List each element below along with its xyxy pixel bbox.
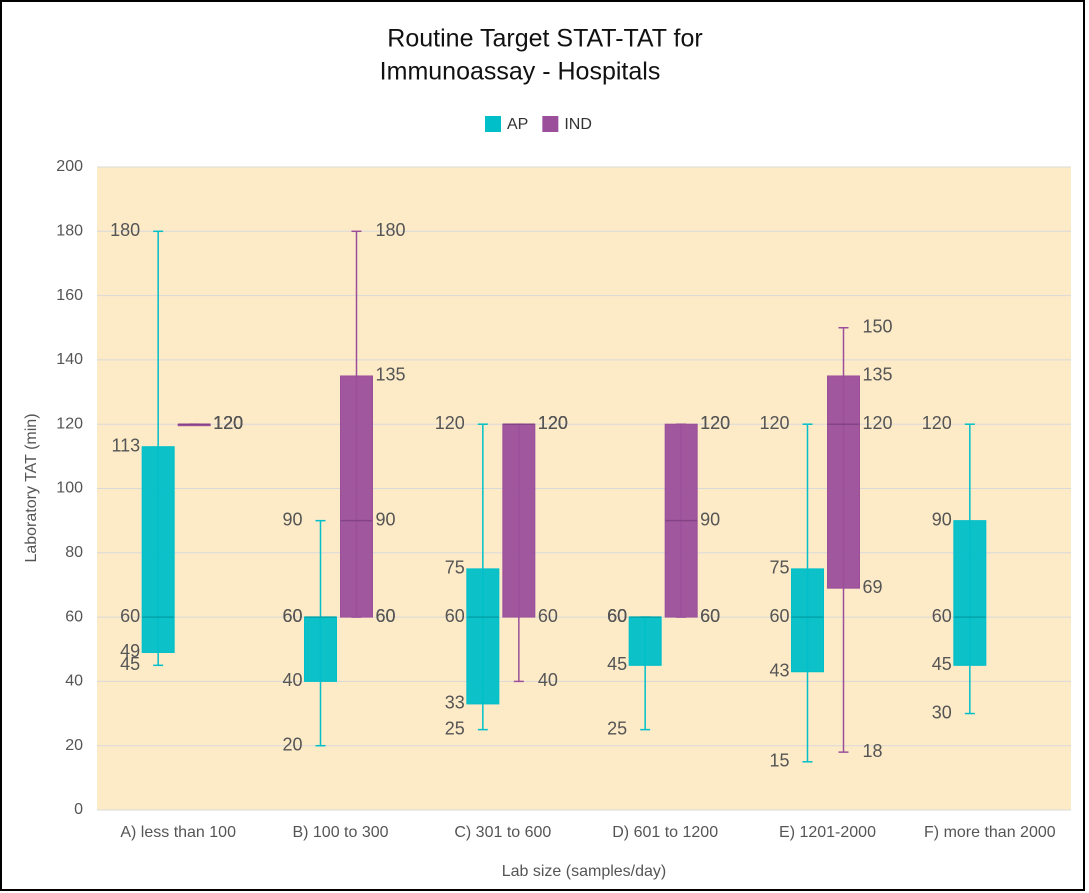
data-label: 180 — [376, 220, 406, 240]
legend-label: IND — [564, 116, 592, 133]
box — [953, 520, 987, 666]
data-label: 120 — [538, 413, 568, 433]
chart-title: Immunoassay - Hospitals — [380, 58, 661, 86]
data-label: 120 — [213, 413, 243, 433]
data-label: 60 — [607, 606, 627, 626]
y-tick-label: 160 — [56, 287, 83, 304]
x-tick-label: A) less than 100 — [120, 824, 236, 841]
data-label: 60 — [700, 606, 720, 626]
data-label: 25 — [607, 718, 627, 738]
data-label: 45 — [607, 654, 627, 674]
data-label: 120 — [435, 413, 465, 433]
data-label: 15 — [769, 751, 789, 771]
data-label: 135 — [863, 365, 893, 385]
data-label: 75 — [769, 558, 789, 578]
box — [304, 616, 337, 682]
chart-title: Routine Target STAT-TAT for — [387, 25, 702, 53]
data-label: 120 — [213, 413, 243, 433]
data-label: 90 — [932, 509, 952, 529]
data-label: 40 — [282, 670, 302, 690]
legend-swatch — [485, 116, 501, 132]
data-label: 120 — [922, 413, 952, 433]
y-tick-label: 200 — [56, 158, 83, 175]
data-label: 60 — [607, 606, 627, 626]
y-tick-label: 0 — [74, 801, 83, 818]
data-label: 18 — [863, 741, 883, 761]
data-label: 113 — [111, 435, 140, 455]
y-tick-label: 140 — [56, 351, 83, 368]
data-label: 120 — [538, 413, 568, 433]
box — [466, 568, 500, 705]
data-label: 49 — [120, 641, 140, 661]
y-tick-label: 100 — [56, 480, 83, 497]
box — [340, 375, 373, 618]
data-label: 120 — [213, 413, 243, 433]
data-label: 60 — [282, 606, 302, 626]
x-tick-label: E) 1201-2000 — [779, 824, 876, 841]
box — [791, 568, 824, 673]
legend-label: AP — [507, 116, 528, 133]
data-label: 120 — [213, 413, 243, 433]
data-label: 25 — [445, 718, 465, 738]
data-label: 90 — [282, 509, 302, 529]
data-label: 69 — [863, 577, 883, 597]
data-label: 60 — [282, 606, 302, 626]
x-tick-label: F) more than 2000 — [924, 824, 1056, 841]
data-label: 120 — [759, 413, 789, 433]
data-label: 60 — [120, 606, 140, 626]
data-label: 45 — [120, 654, 140, 674]
x-axis-label: Lab size (samples/day) — [502, 863, 667, 880]
data-label: 90 — [376, 509, 396, 529]
data-label: 60 — [769, 606, 789, 626]
data-label: 43 — [769, 661, 789, 681]
x-tick-label: D) 601 to 1200 — [612, 824, 718, 841]
data-label: 120 — [863, 413, 893, 433]
data-label: 60 — [445, 606, 465, 626]
box — [502, 423, 536, 618]
box — [141, 446, 175, 653]
data-label: 60 — [376, 606, 396, 626]
data-label: 120 — [700, 413, 730, 433]
data-label: 90 — [700, 509, 720, 529]
data-label: 150 — [863, 317, 893, 337]
y-tick-label: 40 — [65, 673, 83, 690]
data-label: 75 — [445, 558, 465, 578]
data-label: 60 — [932, 606, 952, 626]
data-label: 40 — [538, 670, 558, 690]
y-tick-label: 120 — [56, 415, 83, 432]
x-tick-label: B) 100 to 300 — [292, 824, 388, 841]
data-label: 120 — [538, 413, 568, 433]
data-label: 135 — [376, 365, 406, 385]
x-tick-label: C) 301 to 600 — [454, 824, 551, 841]
data-label: 60 — [538, 606, 558, 626]
data-label: 20 — [282, 734, 302, 754]
data-label: 33 — [445, 693, 465, 713]
y-tick-label: 60 — [65, 608, 83, 625]
y-tick-label: 180 — [56, 223, 83, 240]
data-label: 120 — [700, 413, 730, 433]
data-label: 120 — [213, 413, 243, 433]
legend-swatch — [542, 116, 559, 132]
data-label: 60 — [700, 606, 720, 626]
data-label: 60 — [376, 606, 396, 626]
box — [827, 375, 860, 589]
y-tick-label: 80 — [65, 544, 83, 561]
data-label: 60 — [607, 606, 627, 626]
y-tick-label: 20 — [65, 737, 83, 754]
box — [628, 616, 662, 666]
data-label: 30 — [932, 702, 952, 722]
data-label: 45 — [932, 654, 952, 674]
y-axis-label: Laboratory TAT (min) — [23, 413, 40, 562]
data-label: 180 — [110, 220, 140, 240]
